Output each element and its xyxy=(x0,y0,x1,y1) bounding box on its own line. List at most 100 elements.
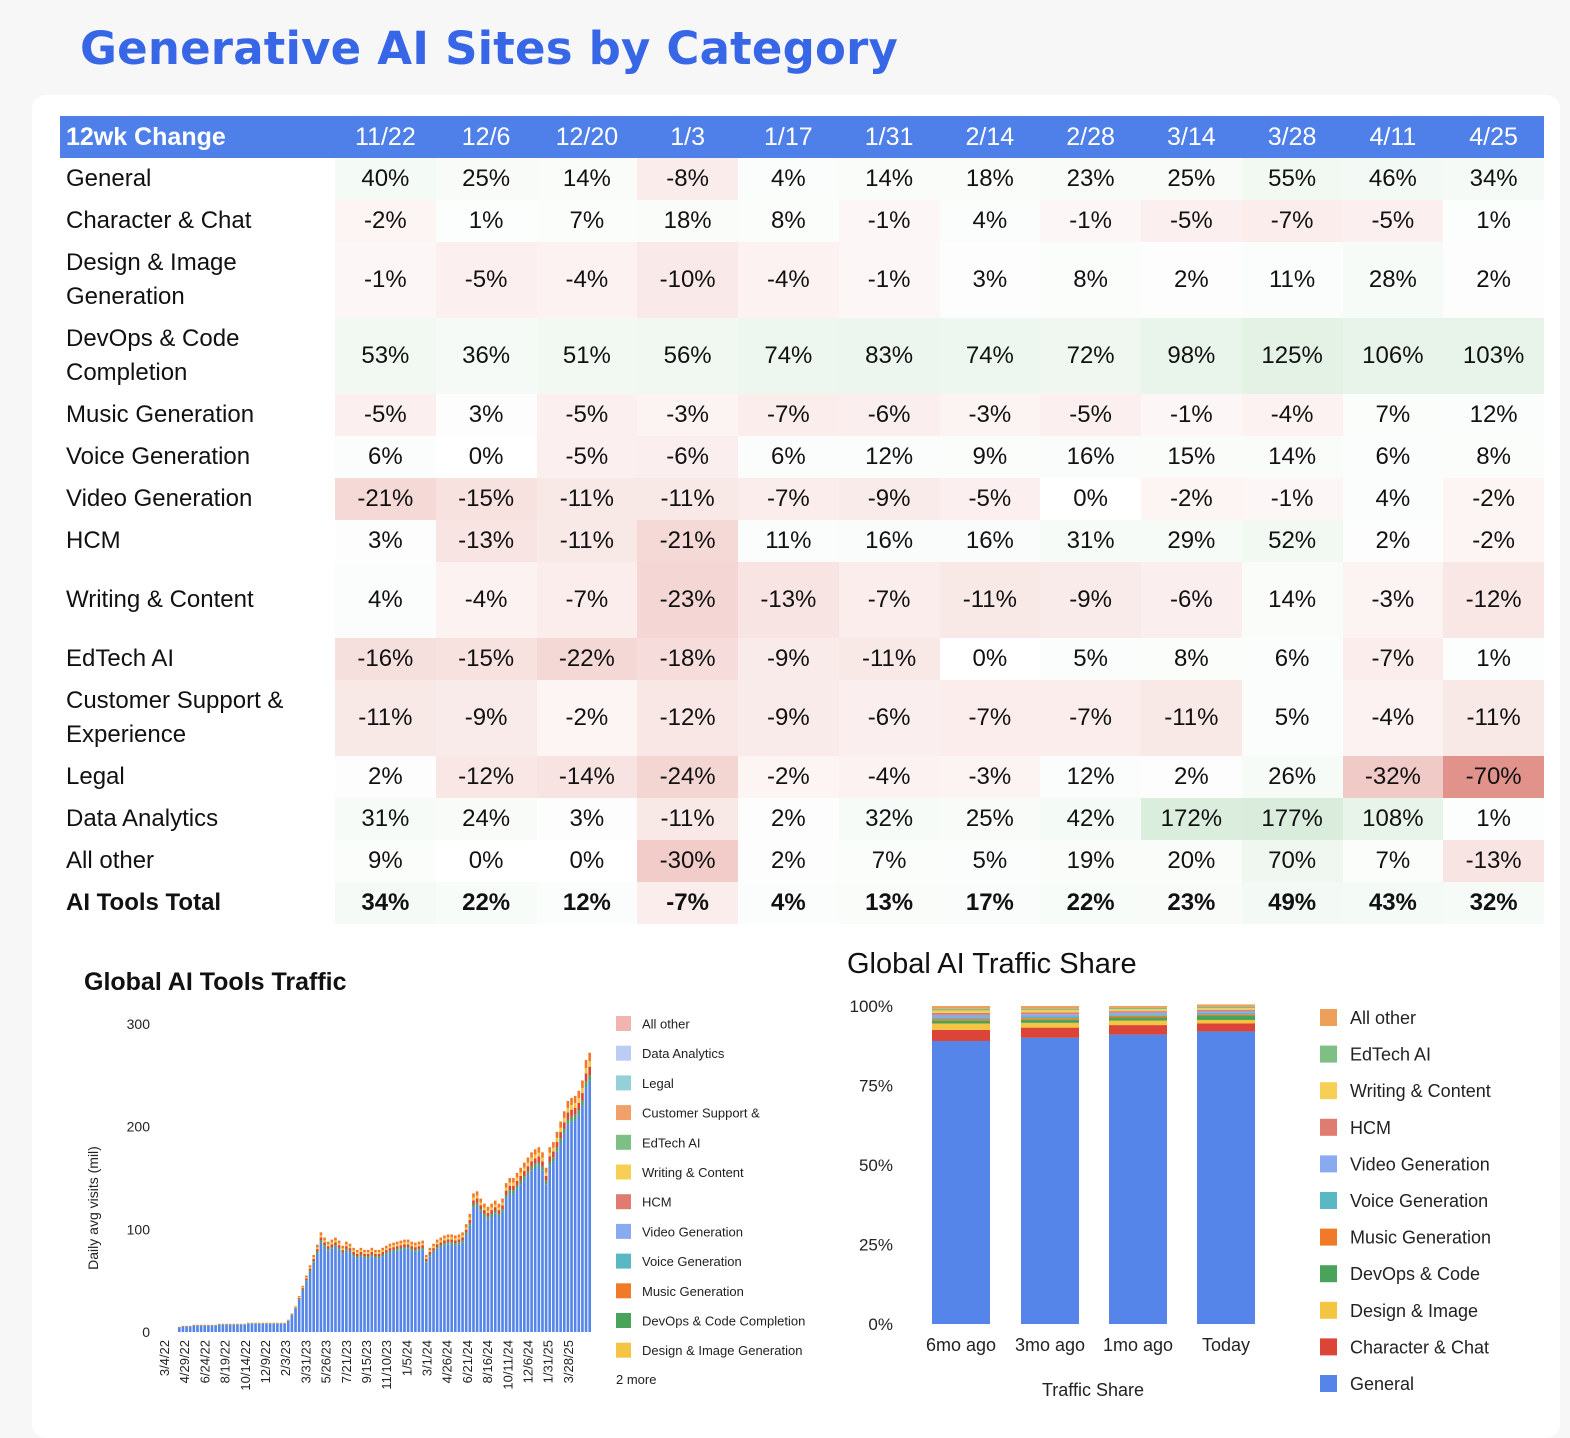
traffic-bar-segment xyxy=(316,1251,319,1254)
heat-cell: 15% xyxy=(1141,436,1242,478)
heat-cell: -3% xyxy=(1342,562,1444,638)
traffic-bar-segment xyxy=(479,1209,483,1212)
traffic-bar-segment xyxy=(250,1323,254,1332)
traffic-bar-segment xyxy=(519,1184,522,1332)
traffic-bar-segment xyxy=(417,1244,421,1247)
traffic-bar-segment xyxy=(432,1243,435,1247)
traffic-bar-segment xyxy=(461,1237,464,1241)
share-bar-segment xyxy=(1197,1011,1255,1013)
traffic-bar-segment xyxy=(479,1205,483,1210)
table-row: General 40% 25% 14% -8% 4% 14% 18% 23% 25% 55% 46% 3… xyxy=(60,158,1544,200)
x-tick-label: 11/10/23 xyxy=(379,1340,394,1390)
traffic-bar-segment xyxy=(348,1252,352,1332)
traffic-bar-segment xyxy=(297,1296,301,1298)
traffic-bar-segment xyxy=(439,1237,443,1241)
traffic-bar-segment xyxy=(188,1326,192,1332)
legend-label: Video Generation xyxy=(642,1224,743,1239)
heat-cell: 16% xyxy=(939,520,1041,562)
legend-swatch xyxy=(1320,1228,1337,1246)
traffic-bar-segment xyxy=(566,1101,570,1108)
traffic-bar-segment xyxy=(352,1250,355,1253)
traffic-bar-segment xyxy=(326,1250,330,1332)
share-bar-segment xyxy=(932,1014,990,1018)
traffic-bar-segment xyxy=(301,1287,305,1289)
traffic-bar-segment xyxy=(581,1093,584,1101)
traffic-bar-segment xyxy=(330,1242,334,1245)
traffic-bar-segment xyxy=(530,1157,533,1162)
traffic-bar-segment xyxy=(537,1147,541,1153)
traffic-bar-segment xyxy=(490,1216,493,1332)
heat-cell: 8% xyxy=(738,200,839,242)
traffic-bar-segment xyxy=(290,1313,294,1315)
traffic-bar-segment xyxy=(363,1249,366,1253)
traffic-bar-segment xyxy=(581,1088,584,1094)
traffic-bar-segment xyxy=(348,1248,352,1251)
traffic-bar-segment xyxy=(555,1147,559,1152)
heat-cell: -7% xyxy=(1241,200,1343,242)
traffic-bar-segment xyxy=(457,1234,461,1238)
traffic-bar-segment xyxy=(497,1210,501,1214)
traffic-bar-segment xyxy=(461,1232,464,1236)
x-tick-label: 12/9/22 xyxy=(258,1340,273,1383)
table-corner-header: 12wk Change xyxy=(60,116,335,158)
traffic-bar-segment xyxy=(414,1242,417,1246)
traffic-bar-segment xyxy=(337,1245,341,1248)
traffic-bar-segment xyxy=(581,1105,584,1332)
traffic-bar-segment xyxy=(537,1165,541,1332)
column-header-1-17: 1/17 xyxy=(738,116,839,158)
share-bar-segment xyxy=(932,1023,990,1030)
content-card xyxy=(32,95,1560,1438)
share-bar-segment xyxy=(932,1013,990,1015)
share-bar-segment xyxy=(932,1006,990,1009)
traffic-bar-segment xyxy=(323,1246,326,1332)
traffic-bar-segment xyxy=(562,1133,566,1332)
traffic-bar-segment xyxy=(352,1256,355,1332)
legend-swatch xyxy=(1320,1118,1337,1136)
share-bar-segment xyxy=(1197,1015,1255,1020)
traffic-bar-segment xyxy=(305,1281,308,1332)
traffic-bar-segment xyxy=(588,1080,591,1332)
traffic-bar-segment xyxy=(559,1132,562,1139)
traffic-bar-segment xyxy=(341,1250,345,1253)
heat-cell: 20% xyxy=(1141,840,1242,882)
traffic-bar-segment xyxy=(297,1299,301,1332)
traffic-bar-segment xyxy=(330,1246,334,1249)
traffic-bar-segment xyxy=(417,1248,421,1251)
table-row: Legal 2% -12% -14% -24% -2% -4% -3% 12% 2% 26% -32%… xyxy=(60,756,1544,798)
column-header-2-14: 2/14 xyxy=(939,116,1041,158)
traffic-bar-segment xyxy=(435,1246,439,1249)
traffic-bar-segment xyxy=(286,1320,290,1332)
traffic-bar-segment xyxy=(490,1210,493,1214)
traffic-bar-segment xyxy=(432,1250,435,1253)
traffic-bar-segment xyxy=(323,1242,326,1246)
table-row: Video Generation -21% -15% -11% -11% -7% -9% -5… xyxy=(60,478,1544,520)
heat-cell: -21% xyxy=(637,520,738,562)
heat-cell: -6% xyxy=(838,394,940,436)
traffic-bar-segment xyxy=(254,1323,257,1332)
heat-cell: -4% xyxy=(1342,680,1444,756)
traffic-bar-segment xyxy=(334,1242,337,1246)
heat-cell: -4% xyxy=(536,242,638,318)
share-chart-title: Global AI Traffic Share xyxy=(847,948,1137,980)
heat-cell: 0% xyxy=(435,436,537,478)
heat-cell: 7% xyxy=(839,840,940,882)
heat-cell: 36% xyxy=(435,318,537,394)
traffic-bar-segment xyxy=(443,1235,446,1239)
heat-cell: 7% xyxy=(537,200,638,242)
traffic-bar-segment xyxy=(392,1242,395,1246)
traffic-bar-segment xyxy=(443,1245,446,1332)
traffic-bar-segment xyxy=(308,1271,312,1332)
heat-cell: 2% xyxy=(1141,756,1242,798)
traffic-bar-segment xyxy=(207,1325,210,1332)
traffic-bar-segment xyxy=(403,1246,406,1249)
traffic-bar-segment xyxy=(297,1297,301,1299)
heat-cell: 83% xyxy=(838,318,940,394)
share-bar-segment xyxy=(1197,1013,1255,1015)
legend-swatch xyxy=(1320,1009,1337,1026)
traffic-bar-segment xyxy=(435,1248,439,1332)
traffic-bar-segment xyxy=(573,1114,577,1120)
heat-cell: -12% xyxy=(1443,562,1544,638)
traffic-bar-segment xyxy=(483,1213,486,1217)
heat-cell: -1% xyxy=(838,200,940,242)
heat-cell: 106% xyxy=(1342,318,1444,394)
